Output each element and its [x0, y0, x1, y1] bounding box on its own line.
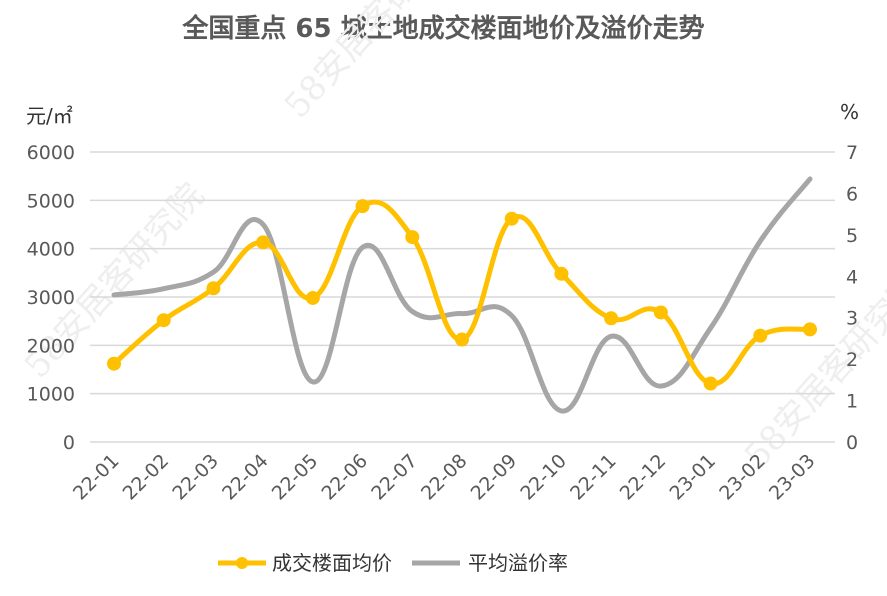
left-tick-label: 0	[63, 432, 75, 454]
left-tick-label: 6000	[27, 142, 75, 164]
data-point-avg-price	[653, 305, 668, 320]
right-tick-label: 0	[846, 432, 858, 454]
x-tick-label: 22-08	[417, 450, 472, 505]
right-tick-label: 6	[846, 183, 858, 205]
x-tick-label: 22-09	[467, 450, 522, 505]
chart-title: 全国重点 65 城土地成交楼面地价及溢价走势	[182, 14, 705, 44]
right-tick-label: 2	[846, 349, 858, 371]
data-point-avg-price	[355, 199, 370, 214]
data-point-avg-price	[305, 290, 320, 305]
x-tick-label: 22-04	[218, 450, 273, 505]
series-line-premium-rate	[111, 176, 813, 414]
legend-label-avg-price: 成交楼面均价	[272, 551, 392, 575]
x-tick-label: 22-03	[168, 450, 223, 505]
data-point-avg-price	[703, 376, 718, 391]
legend-item-premium-rate: 平均溢价率	[412, 551, 568, 575]
x-tick-label: 22-01	[69, 450, 124, 505]
watermark-text: 58安居客研究院	[277, 0, 472, 126]
x-tick-label: 22-06	[318, 450, 373, 505]
x-tick-label: 22-11	[566, 450, 621, 505]
left-tick-label: 3000	[27, 287, 75, 309]
x-tick-label: 22-02	[119, 450, 174, 505]
right-tick-label: 3	[846, 308, 858, 330]
legend: 成交楼面均价 平均溢价率	[218, 551, 568, 575]
data-point-avg-price	[107, 356, 121, 371]
legend-label-premium-rate: 平均溢价率	[468, 551, 568, 575]
right-tick-label: 7	[846, 142, 858, 164]
left-tick-label: 4000	[27, 239, 75, 261]
data-point-avg-price	[803, 322, 817, 337]
left-tick-label: 2000	[27, 335, 75, 357]
data-point-avg-price	[504, 211, 519, 226]
x-tick-label: 22-12	[616, 450, 671, 505]
legend-item-avg-price: 成交楼面均价	[218, 551, 392, 575]
series-layer	[107, 176, 817, 414]
data-point-avg-price	[156, 313, 171, 328]
data-point-avg-price	[455, 332, 469, 347]
data-point-avg-price	[604, 311, 619, 326]
x-tick-label: 23-01	[666, 450, 721, 505]
x-axis-ticks: 22-0122-0222-0322-0422-0522-0622-0722-08…	[69, 450, 820, 505]
left-axis-ticks: 0 1000 2000 3000 4000 5000 6000	[27, 142, 75, 454]
left-axis-unit: 元/㎡	[26, 104, 73, 128]
right-tick-label: 1	[846, 391, 858, 413]
right-axis-ticks: 0 1 2 3 4 5 6 7	[846, 142, 858, 454]
data-point-avg-price	[405, 230, 420, 245]
data-point-avg-price	[256, 235, 271, 250]
x-tick-label: 22-10	[516, 450, 571, 505]
data-point-avg-price	[753, 328, 768, 343]
right-tick-label: 5	[846, 225, 858, 247]
left-tick-label: 1000	[27, 384, 75, 406]
right-tick-label: 4	[846, 266, 858, 288]
right-axis-unit: %	[840, 100, 860, 124]
x-tick-label: 23-02	[715, 450, 770, 505]
x-tick-label: 22-07	[367, 450, 422, 505]
left-tick-label: 5000	[27, 190, 75, 212]
data-point-avg-price	[206, 281, 221, 296]
data-point-avg-price	[554, 266, 569, 281]
legend-marker-avg-price	[236, 557, 248, 569]
x-tick-label: 22-05	[268, 450, 323, 505]
